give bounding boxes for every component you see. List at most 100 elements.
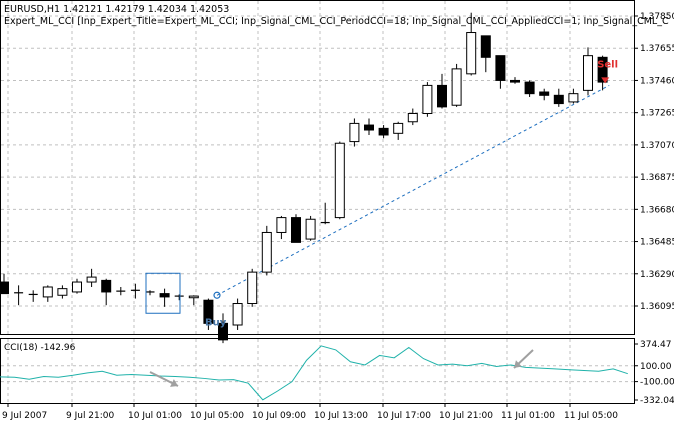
time-axis: 9 Jul 2007 9 Jul 21:00 10 Jul 01:00 10 Jul … — [2, 403, 618, 421]
price-axis: 1.37850 1.37655 1.37460 1.37265 1.37070 1.368… — [634, 12, 674, 312]
candle — [42, 285, 53, 302]
candle-body-down — [101, 279, 112, 293]
candle — [72, 278, 82, 294]
price-panel-frame — [0, 0, 635, 335]
candle-body-up — [305, 218, 316, 240]
candle — [583, 47, 593, 96]
candle-body-up — [261, 231, 272, 273]
candle — [188, 295, 199, 306]
candle — [553, 88, 564, 107]
cci-tick-label: 100.00 — [640, 362, 672, 372]
candles — [0, 12, 608, 344]
cci-panel-frame — [0, 338, 635, 404]
time-tick-label: 10 Jul 21:00 — [439, 411, 493, 421]
expert-header: Expert_ML_CCI [Inp_Expert_Title=Expert_M… — [4, 16, 669, 27]
cci-tick-label: -332.04 — [640, 396, 674, 406]
price-tick-label: 1.37460 — [640, 76, 674, 86]
cci-line — [0, 345, 628, 401]
candle — [159, 288, 170, 307]
time-tick-label: 11 Jul 01:00 — [501, 411, 555, 421]
trade-line — [216, 84, 610, 296]
buy-label: Buy — [205, 317, 227, 328]
candle — [480, 35, 491, 73]
candle-body-down — [218, 322, 228, 341]
trade-connector — [216, 84, 610, 296]
candle — [568, 88, 579, 104]
candle — [14, 285, 24, 306]
candle — [261, 225, 272, 276]
candle-body-up — [407, 112, 418, 123]
price-tick-label: 1.37655 — [640, 44, 674, 54]
candle-body-up — [568, 93, 579, 103]
candle-body-down — [524, 81, 535, 95]
candle-body-down — [437, 84, 447, 108]
symbol-header: EURUSD,H1 1.42121 1.42179 1.42034 1.4205… — [4, 4, 229, 15]
candle-body-up — [72, 281, 82, 293]
candle-body-up — [276, 217, 287, 233]
candle — [101, 278, 112, 306]
candle-body-up — [466, 32, 477, 75]
candle — [437, 73, 447, 109]
cci-tick-label: -100.00 — [640, 378, 674, 388]
candle-body-up — [393, 122, 404, 134]
time-tick-label: 10 Jul 17:00 — [377, 411, 431, 421]
time-tick-label: 10 Jul 09:00 — [252, 411, 306, 421]
cci-label: CCI(18) -142.96 — [4, 343, 76, 353]
buy-marker-icon — [213, 291, 221, 299]
candle-body-down — [291, 217, 301, 243]
price-tick-label: 1.37070 — [640, 141, 674, 151]
candle-body-down — [597, 56, 608, 83]
price-tick-label: 1.37265 — [640, 109, 674, 119]
cci-tick-label: 374.47 — [640, 340, 672, 350]
candle-body-down — [203, 299, 214, 324]
candle-body-up — [583, 55, 593, 91]
time-tick-label: 10 Jul 01:00 — [128, 411, 182, 421]
candle-body-down — [480, 35, 491, 58]
candle-body-down — [539, 91, 550, 96]
annotation-arrows — [149, 349, 534, 387]
candle — [305, 215, 316, 241]
candle — [232, 298, 243, 330]
candle — [334, 141, 345, 220]
price-tick-label: 1.36875 — [640, 173, 674, 183]
candle-body-up — [334, 142, 345, 219]
candle — [291, 214, 301, 243]
candle — [364, 118, 374, 135]
candle — [407, 108, 418, 126]
candle — [28, 290, 38, 302]
candle — [393, 121, 404, 140]
candle — [524, 80, 535, 97]
price-tick-label: 1.36095 — [640, 302, 674, 312]
time-tick-label: 9 Jul 21:00 — [66, 411, 115, 421]
candle — [247, 268, 258, 307]
time-tick-label: 9 Jul 2007 — [2, 411, 47, 421]
candle-body-down — [495, 55, 506, 81]
candle-body-up — [422, 84, 433, 114]
candle — [466, 12, 477, 76]
candle — [276, 215, 287, 240]
candle — [116, 286, 126, 296]
candle-body-up — [57, 288, 68, 296]
candle — [57, 285, 68, 299]
arrow-head — [514, 360, 522, 368]
candle — [145, 290, 155, 296]
candle — [378, 125, 389, 139]
candle-body-down — [159, 293, 170, 298]
sell-label: Sell — [597, 59, 618, 70]
candle-body-up — [232, 303, 243, 326]
candle — [203, 298, 214, 330]
time-tick-label: 10 Jul 05:00 — [190, 411, 244, 421]
candle — [0, 273, 9, 295]
candle — [218, 313, 228, 344]
candle-body-up — [86, 276, 97, 283]
candle — [349, 118, 360, 147]
candle-body-up — [247, 271, 258, 305]
sell-marker-icon — [601, 77, 610, 84]
candle-body-down — [0, 281, 9, 295]
candle — [86, 268, 97, 287]
price-tick-label: 1.36485 — [640, 238, 674, 248]
candle — [597, 55, 608, 91]
candle — [320, 202, 330, 225]
